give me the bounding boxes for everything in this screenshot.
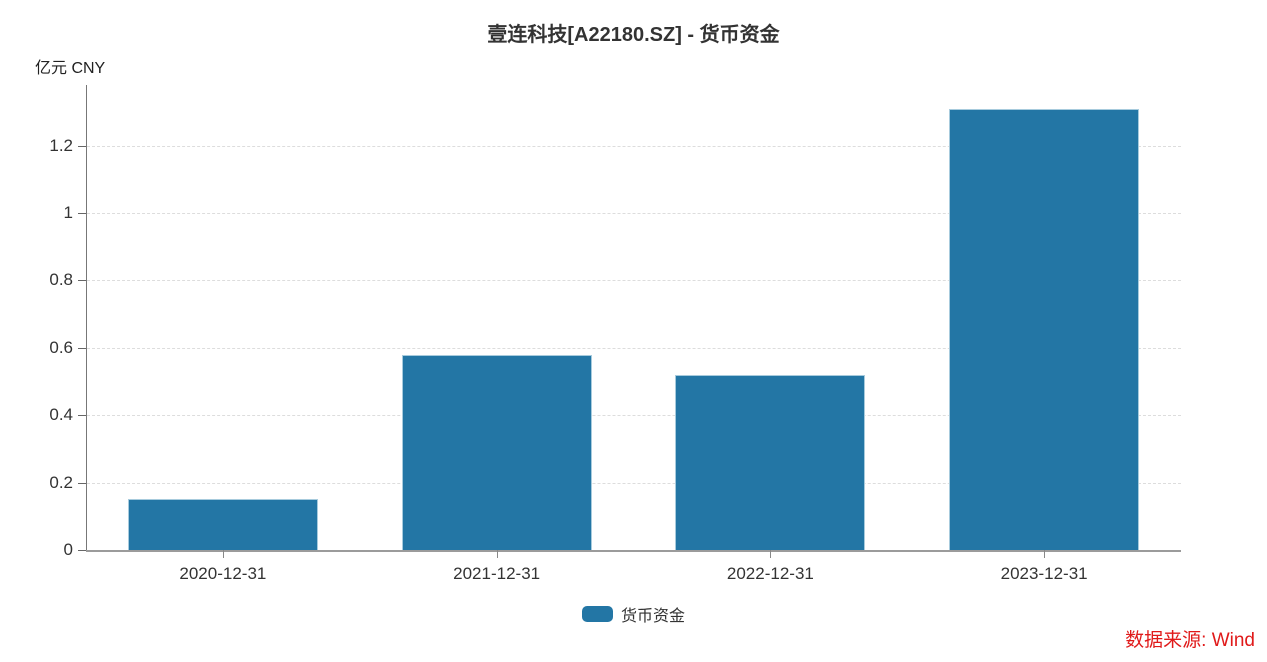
chart-title: 壹连科技[A22180.SZ] - 货币资金 bbox=[487, 24, 780, 46]
y-tick-label: 1 bbox=[63, 203, 73, 223]
y-tick-label: 0.4 bbox=[49, 405, 73, 425]
gridline bbox=[87, 347, 1181, 349]
gridline bbox=[87, 213, 1181, 215]
y-axis-line bbox=[86, 85, 87, 550]
bar-2023-12-31[interactable] bbox=[949, 109, 1140, 550]
legend-label: 货币资金 bbox=[620, 608, 685, 625]
gridline bbox=[87, 280, 1181, 282]
plot-area: 0 0.2 0.4 0.6 0.8 1 1.2 2020-12-31 2021-12-31 202… bbox=[49, 85, 1181, 583]
bar-2022-12-31[interactable] bbox=[675, 375, 866, 550]
bar-2021-12-31[interactable] bbox=[401, 355, 592, 550]
x-axis-tick bbox=[770, 550, 772, 558]
gridline bbox=[87, 145, 1181, 147]
y-tick-label: 0.2 bbox=[49, 472, 73, 492]
y-axis-tick bbox=[78, 415, 86, 417]
y-tick-label: 0 bbox=[63, 540, 73, 559]
y-axis-tick bbox=[78, 280, 86, 282]
y-axis-tick bbox=[78, 213, 86, 215]
data-source-text: 数据来源: Wind bbox=[1125, 630, 1255, 651]
y-tick-label: 0.8 bbox=[49, 270, 73, 290]
y-axis-tick bbox=[78, 482, 86, 484]
y-axis-tick bbox=[78, 347, 86, 349]
x-axis-tick bbox=[222, 550, 224, 558]
y-tick-label: 0.6 bbox=[49, 337, 73, 357]
x-tick-label: 2021-12-31 bbox=[453, 564, 541, 583]
gridline bbox=[87, 482, 1181, 484]
y-tick-label: 1.2 bbox=[49, 135, 73, 155]
x-axis-line bbox=[86, 550, 1181, 552]
y-axis-tick bbox=[78, 145, 86, 147]
x-axis-tick bbox=[1044, 550, 1046, 558]
x-axis-tick bbox=[496, 550, 498, 558]
y-axis-unit-label: 亿元 CNY bbox=[35, 60, 106, 77]
x-tick-label: 2022-12-31 bbox=[726, 564, 814, 583]
x-tick-label: 2020-12-31 bbox=[179, 564, 267, 583]
legend-item[interactable]: 货币资金 bbox=[0, 602, 1267, 626]
legend-swatch-icon bbox=[581, 606, 613, 622]
bar-2020-12-31[interactable] bbox=[127, 499, 318, 550]
y-axis-tick bbox=[78, 550, 86, 551]
x-tick-label: 2023-12-31 bbox=[1000, 564, 1088, 583]
gridline bbox=[87, 415, 1181, 417]
